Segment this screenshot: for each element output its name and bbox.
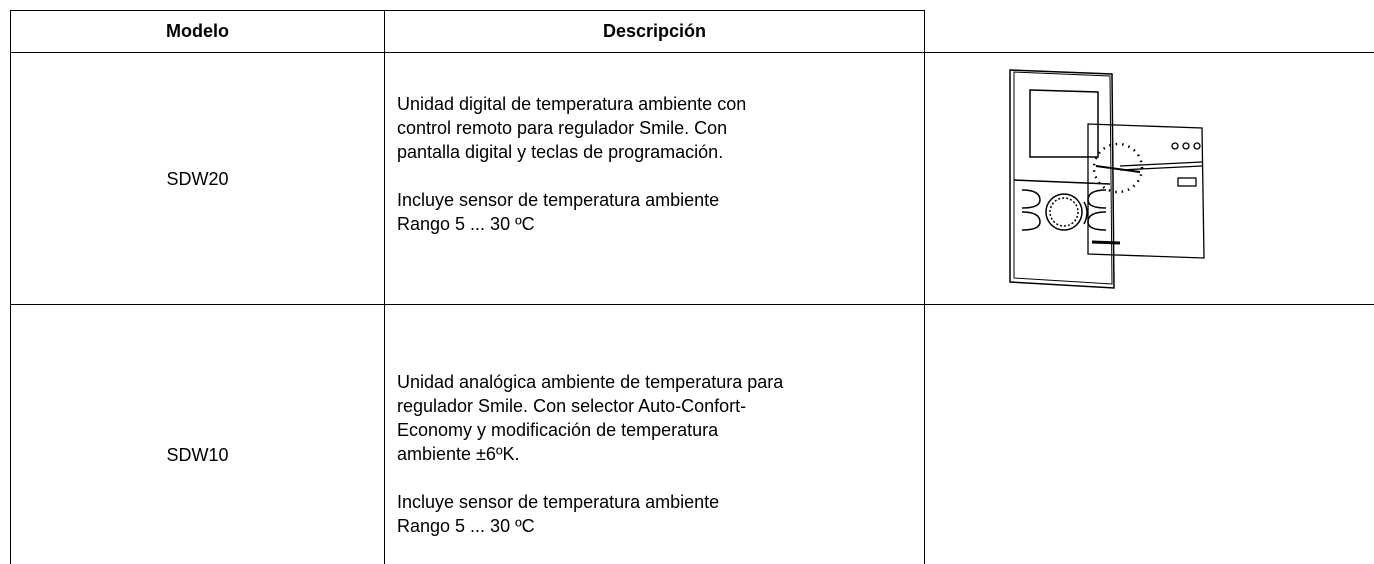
text-line: Incluye sensor de temperatura ambiente [397,492,720,512]
header-cell: Descripción [602,21,707,41]
description: Unidad digital de temperatura ambiente c… [397,92,922,260]
rule [384,10,385,564]
text-line: Incluye sensor de temperatura ambiente [397,190,720,210]
paragraph: Unidad digital de temperatura ambiente c… [397,92,922,164]
model: SDW10 [166,445,229,465]
text-line: Economy y modificación de temperatura [397,420,719,440]
rule [10,10,11,564]
paragraph: Unidad analógica ambiente de temperatura… [397,370,922,466]
text-line: Unidad digital de temperatura ambiente c… [397,94,747,114]
rule [10,52,1374,53]
text-line: ambiente ±6ºK. [397,444,520,464]
rule [10,10,925,11]
header-cell: Modelo [166,21,229,41]
paragraph: Incluye sensor de temperatura ambiente Ra… [397,188,922,236]
text-line: Rango 5 ... 30 ºC [397,516,535,536]
rule [924,10,925,564]
model: SDW20 [166,169,229,189]
rule [10,304,1374,305]
device-image [1087,123,1205,259]
text-line: regulador Smile. Con selector Auto-Confo… [397,396,747,416]
text-line: control remoto para regulador Smile. Con [397,118,728,138]
text-line: Unidad analógica ambiente de temperatura… [397,372,784,392]
paragraph: Incluye sensor de temperatura ambiente Ra… [397,490,922,538]
text-line: Rango 5 ... 30 ºC [397,214,535,234]
text-line: pantalla digital y teclas de programació… [397,142,724,162]
description: Unidad analógica ambiente de temperatura… [397,370,922,562]
